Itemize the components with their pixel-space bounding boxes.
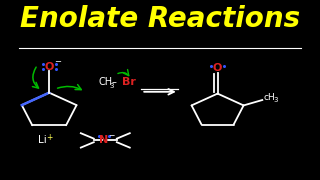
Text: –: – <box>111 77 116 87</box>
Text: Br: Br <box>122 77 136 87</box>
Text: 3: 3 <box>110 82 115 89</box>
Text: Li: Li <box>37 135 46 145</box>
Text: +: + <box>46 133 52 142</box>
Text: −: − <box>54 58 61 67</box>
Text: O: O <box>213 63 222 73</box>
Text: N: N <box>99 135 108 145</box>
Text: CH: CH <box>98 77 112 87</box>
Text: Enolate Reactions: Enolate Reactions <box>20 5 300 33</box>
Text: 3: 3 <box>273 97 278 103</box>
Text: cH: cH <box>264 93 276 102</box>
Text: −: − <box>108 131 114 140</box>
Text: O: O <box>44 62 54 72</box>
